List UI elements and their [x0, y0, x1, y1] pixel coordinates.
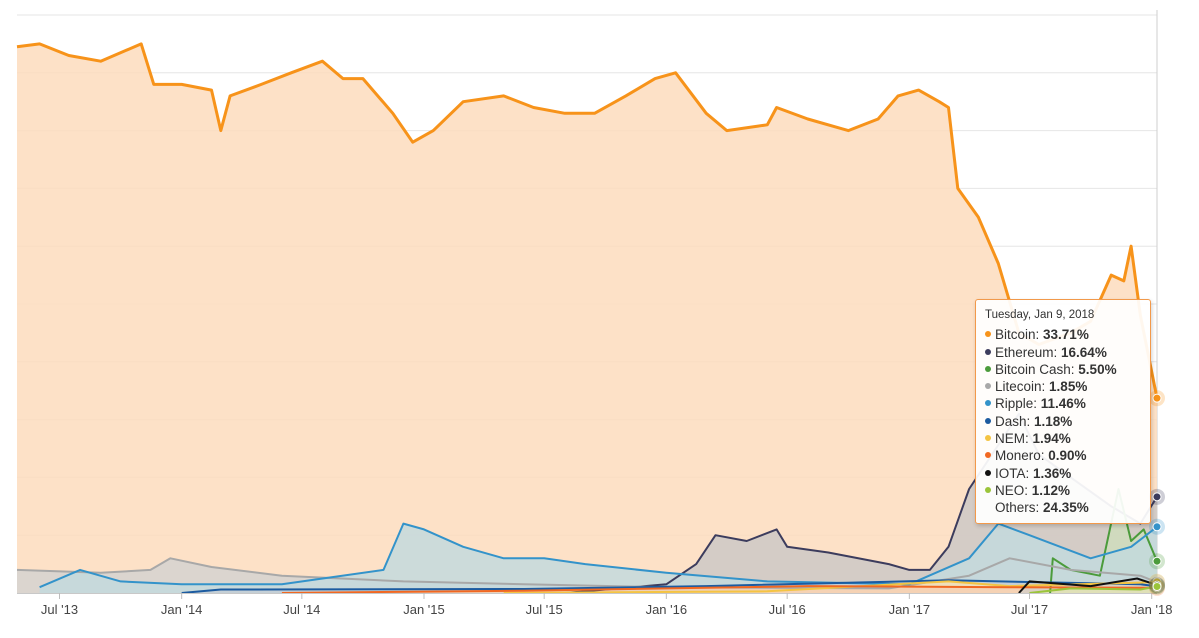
tooltip-label: Dash: [995, 413, 1035, 429]
tooltip-value: 16.64% [1061, 344, 1107, 360]
tooltip-row-iota: IOTA: 1.36% [985, 465, 1150, 482]
x-tick-label: Jan '17 [889, 602, 931, 617]
tooltip-label: IOTA: [995, 465, 1034, 481]
series-line-neo [1029, 585, 1158, 594]
tooltip-label: Monero: [995, 448, 1049, 464]
tooltip-value: 5.50% [1078, 361, 1117, 377]
tooltip: Tuesday, Jan 9, 2018 Bitcoin: 33.71% Ethe… [975, 299, 1151, 524]
tooltip-row-ethereum: Ethereum: 16.64% [985, 344, 1150, 361]
series-line-bitcoin-cash [1049, 488, 1158, 594]
tooltip-dot [985, 452, 991, 459]
tooltip-dot [985, 331, 991, 338]
tooltip-row-nem: NEM: 1.94% [985, 430, 1150, 447]
marker-bitcoin [1152, 393, 1162, 403]
tooltip-value: 1.36% [1033, 465, 1072, 481]
tooltip-dot [985, 435, 991, 442]
x-tick-label: Jan '14 [161, 602, 203, 617]
tooltip-dot [985, 417, 991, 424]
series-line-nem [503, 580, 1158, 594]
marker-bitcoin-cash [1152, 556, 1162, 566]
series-line-ripple [39, 522, 1158, 589]
tooltip-dot [985, 383, 991, 390]
tooltip-value: 24.35% [1043, 500, 1089, 516]
area-bitcoin [17, 43, 1157, 593]
tooltip-label: Ethereum: [995, 344, 1062, 360]
tooltip-row-monero: Monero: 0.90% [985, 447, 1150, 464]
series-line-dash [181, 579, 1158, 594]
tooltip-dot [985, 365, 991, 372]
tooltip-value: 1.94% [1032, 431, 1071, 447]
series-line-monero [281, 585, 1158, 594]
tooltip-value: 1.18% [1034, 413, 1073, 429]
tooltip-row-neo: NEO: 1.12% [985, 482, 1150, 499]
tooltip-row-bitcoin-cash: Bitcoin Cash: 5.50% [985, 361, 1150, 378]
series-line-litecoin [16, 557, 1158, 590]
tooltip-dot [985, 348, 991, 355]
tooltip-dot [985, 400, 991, 407]
tooltip-value: 1.85% [1049, 379, 1088, 395]
tooltip-row-litecoin: Litecoin: 1.85% [985, 378, 1150, 395]
x-tick-label: Jul '16 [769, 602, 806, 617]
marker-ripple [1152, 522, 1162, 532]
x-tick-label: Jul '17 [1011, 602, 1048, 617]
tooltip-label: Litecoin: [995, 379, 1050, 395]
tooltip-label: Bitcoin: [995, 327, 1044, 343]
tooltip-rows: Bitcoin: 33.71% Ethereum: 16.64% Bitcoin C… [985, 326, 1150, 516]
x-tick-label: Jan '15 [403, 602, 445, 617]
x-axis: Jul '13 Jan '14 Jul '14 Jan '15 Jul '15 Jan '… [17, 593, 1172, 617]
tooltip-row-dash: Dash: 1.18% [985, 413, 1150, 430]
tooltip-dot [985, 469, 991, 476]
x-tick-label: Jan '16 [646, 602, 688, 617]
x-tick-label: Jul '13 [41, 602, 78, 617]
tooltip-value: 11.46% [1040, 396, 1086, 412]
tooltip-row-others: Others: 24.35% [985, 499, 1150, 516]
tooltip-label: Others: [995, 500, 1044, 516]
x-tick-label: Jul '15 [526, 602, 563, 617]
tooltip-label: Ripple: [995, 396, 1041, 412]
x-tick-label: Jan '18 [1131, 602, 1173, 617]
hover-markers [1149, 390, 1165, 596]
tooltip-value: 1.12% [1031, 482, 1071, 498]
marker-ethereum [1152, 492, 1162, 502]
tooltip-dot [985, 486, 991, 493]
marker-neo [1152, 582, 1162, 592]
tooltip-label: NEO: [995, 482, 1032, 498]
tooltip-value: 33.71% [1043, 327, 1089, 343]
tooltip-row-bitcoin: Bitcoin: 33.71% [985, 326, 1150, 343]
tooltip-value: 0.90% [1048, 448, 1087, 464]
tooltip-label: NEM: [995, 431, 1033, 447]
x-tick-label: Jul '14 [283, 602, 320, 617]
tooltip-date: Tuesday, Jan 9, 2018 [985, 309, 1095, 321]
series-line-iota [1018, 577, 1158, 594]
tooltip-row-ripple: Ripple: 11.46% [985, 395, 1150, 412]
tooltip-label: Bitcoin Cash: [995, 361, 1079, 377]
